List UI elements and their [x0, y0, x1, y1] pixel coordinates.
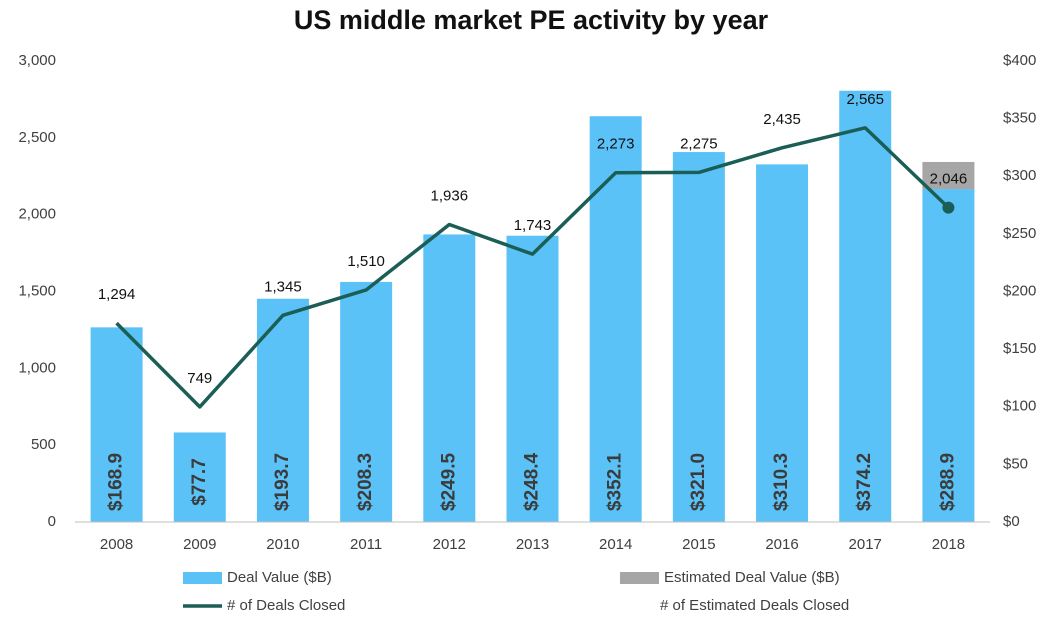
y2-tick-label: $400: [1003, 52, 1036, 69]
x-tick-label: 2018: [932, 536, 965, 553]
bar-value-label: $168.9: [106, 453, 127, 511]
bar: [506, 235, 559, 522]
chart-title: US middle market PE activity by year: [294, 5, 769, 35]
bar: [922, 189, 975, 522]
line-value-label: 1,936: [431, 187, 469, 204]
bar: [922, 161, 975, 190]
y-tick-label: 500: [31, 436, 56, 453]
bar-value-label: $77.7: [189, 458, 210, 506]
bar-value-label: $352.1: [605, 453, 626, 512]
line-value-label: 2,275: [680, 135, 718, 152]
bar: [839, 90, 892, 522]
legend-label: # of Deals Closed: [227, 597, 345, 614]
y2-tick-label: $250: [1003, 225, 1036, 242]
y2-tick-label: $300: [1003, 167, 1036, 184]
x-tick-label: 2015: [682, 536, 715, 553]
line-value-label: 2,435: [763, 111, 801, 128]
line-value-label: 1,510: [347, 253, 385, 270]
bar-value-label: $374.2: [854, 453, 875, 511]
bar-value-label: $249.5: [438, 453, 459, 512]
bar-value-label: $208.3: [355, 453, 376, 511]
x-tick-label: 2012: [433, 536, 466, 553]
bar-value-label: $193.7: [272, 453, 293, 511]
y2-tick-label: $100: [1003, 398, 1036, 415]
y2-tick-label: $0: [1003, 513, 1020, 530]
bar-value-label: $310.3: [771, 453, 792, 511]
bar: [423, 234, 476, 523]
x-tick-label: 2016: [765, 536, 798, 553]
line-value-label: 2,565: [846, 91, 884, 108]
x-tick-label: 2014: [599, 536, 632, 553]
y2-tick-label: $200: [1003, 282, 1036, 299]
x-tick-label: 2009: [183, 536, 216, 553]
bar: [173, 432, 226, 522]
legend-swatch: [183, 572, 222, 584]
line-value-label: 1,294: [98, 286, 136, 303]
marker: [942, 201, 955, 214]
y-tick-label: 1,000: [18, 359, 56, 376]
x-tick-label: 2011: [350, 536, 382, 553]
y-tick-label: 2,000: [18, 206, 56, 223]
bar-value-label: $288.9: [937, 453, 958, 511]
x-tick-label: 2013: [516, 536, 549, 553]
legend-swatch: [620, 572, 659, 584]
bar-value-label: $321.0: [688, 453, 709, 511]
line-value-label: 1,345: [264, 278, 302, 295]
y-tick-label: 0: [48, 513, 56, 530]
y-tick-label: 2,500: [18, 129, 56, 146]
y-tick-label: 3,000: [18, 52, 56, 69]
bar: [340, 281, 393, 522]
y-tick-label: 1,500: [18, 282, 56, 299]
x-tick-label: 2010: [266, 536, 299, 553]
line-value-label: 2,273: [597, 136, 635, 153]
line-value-label: 749: [187, 370, 212, 387]
bar: [756, 164, 809, 522]
y2-tick-label: $350: [1003, 110, 1036, 127]
x-tick-label: 2017: [849, 536, 882, 553]
bar: [589, 116, 642, 523]
bar-value-label: $248.4: [522, 453, 543, 512]
line: [115, 126, 950, 409]
bar: [90, 327, 143, 522]
legend-label: Estimated Deal Value ($B): [664, 569, 840, 586]
line-value-label: 2,046: [930, 171, 968, 188]
legend-label: Deal Value ($B): [227, 569, 332, 586]
legend-label: # of Estimated Deals Closed: [660, 597, 849, 614]
line-value-label: 1,743: [514, 217, 552, 234]
y2-tick-label: $150: [1003, 340, 1036, 357]
y2-tick-label: $50: [1003, 455, 1028, 472]
bar: [672, 152, 725, 523]
x-tick-label: 2008: [100, 536, 133, 553]
